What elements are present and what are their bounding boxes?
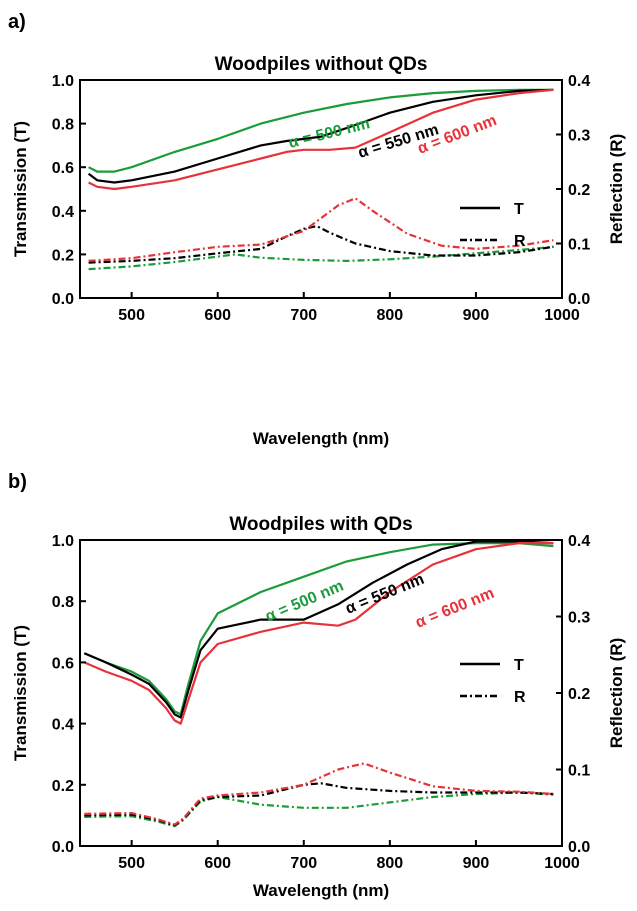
series-line-r-3 <box>88 245 554 271</box>
y-right-tick-label: 0.2 <box>568 182 590 199</box>
x-tick-label: 500 <box>118 307 145 324</box>
series-line-t-1 <box>87 88 554 184</box>
y-right-tick-label: 0.0 <box>568 839 590 856</box>
series-line-r-4 <box>88 225 554 264</box>
y-left-tick-label: 0.0 <box>52 839 74 856</box>
y-left-tick-label: 0.4 <box>52 717 74 734</box>
series-line-t-2 <box>83 542 554 725</box>
x-tick-label: 500 <box>118 855 145 872</box>
x-tick-label: 1000 <box>544 307 580 324</box>
y-right-tick-label: 0.0 <box>568 291 590 308</box>
y-right-tick-label: 0.4 <box>568 73 590 90</box>
series-line-r-4 <box>84 782 554 827</box>
y-right-tick-label: 0.1 <box>568 237 590 254</box>
x-tick-label: 800 <box>377 307 404 324</box>
y-left-tick-label: 0.6 <box>52 160 74 177</box>
series-line-t-2 <box>88 88 554 191</box>
panel-label: a) <box>8 11 26 33</box>
y-right-tick-label: 0.3 <box>568 610 590 627</box>
curve-annotation: α = 600 nm <box>413 585 497 632</box>
legend-label-r: R <box>514 233 526 250</box>
legend-label-t: T <box>514 201 524 218</box>
x-tick-label: 1000 <box>544 855 580 872</box>
y-left-tick-label: 0.0 <box>52 291 74 308</box>
y-left-tick-label: 0.2 <box>52 778 74 795</box>
y-right-tick-label: 0.4 <box>568 533 590 550</box>
series-line-r-5 <box>84 762 554 826</box>
x-tick-label: 600 <box>204 307 231 324</box>
x-tick-label: 600 <box>204 855 231 872</box>
y-left-tick-label: 1.0 <box>52 73 74 90</box>
series-line-t-0 <box>83 542 554 716</box>
y-right-tick-label: 0.2 <box>568 686 590 703</box>
x-axis-label: Wavelength (nm) <box>253 881 389 900</box>
panel-label: b) <box>8 471 27 493</box>
x-tick-label: 800 <box>377 855 404 872</box>
y-right-axis-label: Reflection (R) <box>607 638 626 749</box>
legend-label-t: T <box>514 657 524 674</box>
x-tick-label: 900 <box>463 855 490 872</box>
y-right-tick-label: 0.1 <box>568 763 590 780</box>
y-left-tick-label: 0.2 <box>52 247 74 264</box>
legend-label-r: R <box>514 689 526 706</box>
y-left-tick-label: 0.8 <box>52 594 74 611</box>
chart-title: Woodpiles without QDs <box>215 54 428 75</box>
y-left-axis-label: Transmission (T) <box>11 625 30 761</box>
chart-title: Woodpiles with QDs <box>229 514 412 535</box>
series-line-t-0 <box>88 88 554 173</box>
y-right-axis-label: Reflection (R) <box>607 134 626 245</box>
x-axis-label: Wavelength (nm) <box>253 429 389 448</box>
series-line-r-5 <box>88 197 554 262</box>
y-right-tick-label: 0.3 <box>568 128 590 145</box>
chart-panel-a: a) Woodpiles without QDs 500 600 700 800 900 10… <box>8 11 626 448</box>
y-left-axis-label: Transmission (T) <box>11 121 30 257</box>
y-left-tick-label: 1.0 <box>52 533 74 550</box>
y-left-tick-label: 0.8 <box>52 117 74 134</box>
series-line-r-3 <box>84 791 554 828</box>
x-tick-label: 700 <box>290 307 317 324</box>
y-left-tick-label: 0.4 <box>52 204 74 221</box>
series-line-t-1 <box>83 540 554 719</box>
y-left-tick-label: 0.6 <box>52 655 74 672</box>
x-tick-label: 700 <box>290 855 317 872</box>
x-tick-label: 900 <box>463 307 490 324</box>
